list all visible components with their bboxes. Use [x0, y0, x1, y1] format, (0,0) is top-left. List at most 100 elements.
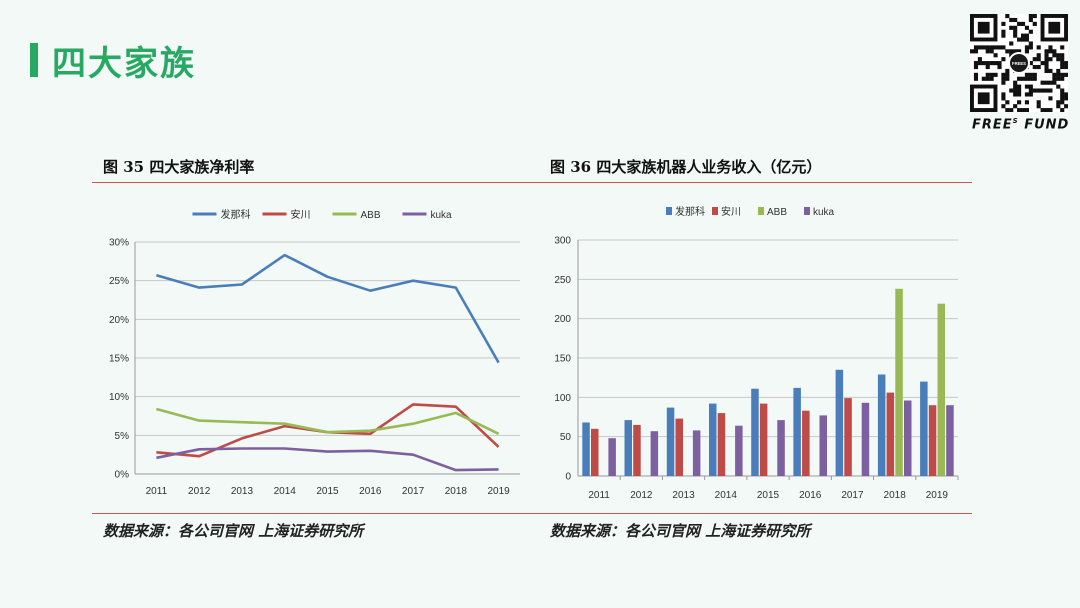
page-title: 四大家族 — [52, 44, 196, 84]
y-tick-label: 25% — [109, 276, 129, 287]
qr-module — [1005, 100, 1010, 105]
qr-module — [1017, 76, 1022, 81]
qr-module — [1028, 17, 1033, 23]
qr-module — [1048, 88, 1053, 93]
qr-module — [1020, 37, 1026, 42]
qr-module — [1060, 100, 1065, 105]
qr-module — [1017, 92, 1022, 97]
bar — [920, 381, 928, 476]
bar — [735, 425, 743, 476]
qr-module — [985, 49, 990, 54]
qr-module — [1044, 80, 1049, 85]
bar — [633, 424, 641, 476]
qr-module — [1060, 76, 1065, 81]
qr-module — [1028, 14, 1033, 19]
qr-module — [1028, 88, 1033, 93]
qr-module — [1009, 88, 1014, 93]
qr-module — [977, 61, 982, 66]
qr-module — [1032, 14, 1037, 19]
y-tick-label: 50 — [560, 432, 572, 443]
qr-module — [1001, 29, 1006, 34]
qr-module — [1040, 108, 1045, 112]
figure-35-source: 数据来源：各公司官网 上海证券研究所 — [103, 522, 364, 540]
qr-module — [1017, 49, 1022, 54]
qr-module — [1048, 108, 1053, 112]
figure-36-title: 图 36 四大家族机器人业务收入（亿元） — [550, 158, 822, 176]
qr-module — [973, 64, 979, 70]
bar — [886, 392, 895, 476]
robot-revenue-bar-chart: 0 50 100 150 200 250 300 2011 2012 2013 2014 2015 20… — [554, 205, 959, 501]
legend-swatch — [804, 207, 810, 215]
qr-module — [973, 72, 979, 77]
qr-module — [1064, 72, 1068, 77]
qr-badge-text: FREES — [1012, 61, 1026, 66]
qr-module — [1040, 61, 1045, 66]
x-tick-label: 2017 — [402, 486, 425, 497]
qr-module — [1001, 57, 1006, 62]
qr-module — [1013, 25, 1018, 30]
qr-module — [1013, 88, 1018, 93]
qr-module — [989, 76, 994, 81]
qr-module — [1020, 33, 1026, 38]
qr-module — [1013, 84, 1018, 89]
qr-module — [1017, 84, 1022, 89]
legend-swatch — [758, 207, 764, 215]
bar — [937, 303, 945, 476]
qr-module — [1060, 45, 1065, 50]
series-line — [156, 447, 499, 472]
qr-module — [1064, 96, 1068, 101]
qr-module — [1001, 96, 1006, 101]
qr-module — [1013, 92, 1018, 97]
bar — [624, 420, 632, 476]
qr-module — [1036, 45, 1041, 50]
x-tick-label: 2012 — [630, 490, 653, 501]
qr-finder-core — [1048, 21, 1061, 34]
legend-label: kuka — [813, 207, 835, 218]
qr-module — [1048, 96, 1053, 101]
qr-module — [1020, 21, 1026, 26]
x-tick-label: 2018 — [445, 486, 468, 497]
qr-module — [989, 61, 994, 66]
qr-module — [1036, 88, 1041, 93]
bar — [759, 403, 768, 476]
legend-label: 发那科 — [675, 205, 705, 218]
qr-module — [993, 45, 998, 50]
qr-module — [1044, 88, 1049, 93]
qr-module — [1060, 72, 1065, 77]
bar — [717, 413, 726, 476]
x-tick-label: 2016 — [799, 490, 822, 501]
qr-module — [1064, 61, 1068, 66]
qr-module — [1020, 76, 1026, 81]
bar — [692, 430, 701, 476]
qr-module — [1056, 76, 1061, 81]
x-tick-label: 2014 — [274, 486, 297, 497]
qr-module — [1024, 108, 1029, 112]
qr-module — [1044, 68, 1049, 73]
bar — [819, 415, 827, 476]
bar — [777, 420, 785, 476]
qr-module — [1024, 25, 1029, 30]
bar — [650, 431, 659, 476]
qr-badge — [1010, 54, 1028, 72]
qr-module — [1024, 92, 1029, 97]
legend-label: ABB — [361, 210, 381, 221]
bar — [675, 418, 683, 476]
qr-module — [1005, 108, 1010, 112]
x-tick-label: 2012 — [188, 486, 211, 497]
qr-module — [1001, 92, 1006, 97]
qr-module — [1036, 53, 1041, 58]
qr-module — [981, 76, 986, 81]
bar — [904, 400, 912, 476]
qr-module — [1060, 88, 1065, 93]
y-tick-label: 15% — [109, 354, 129, 365]
x-tick-label: 2015 — [757, 490, 780, 501]
qr-module — [1056, 57, 1061, 62]
qr-module — [1052, 53, 1057, 58]
legend-label: 发那科 — [221, 208, 251, 221]
qr-module — [1001, 45, 1006, 50]
qr-module — [1028, 29, 1033, 34]
qr-module — [1036, 104, 1041, 109]
qr-module — [1020, 108, 1026, 112]
qr-module — [981, 45, 986, 50]
bar — [666, 407, 675, 476]
